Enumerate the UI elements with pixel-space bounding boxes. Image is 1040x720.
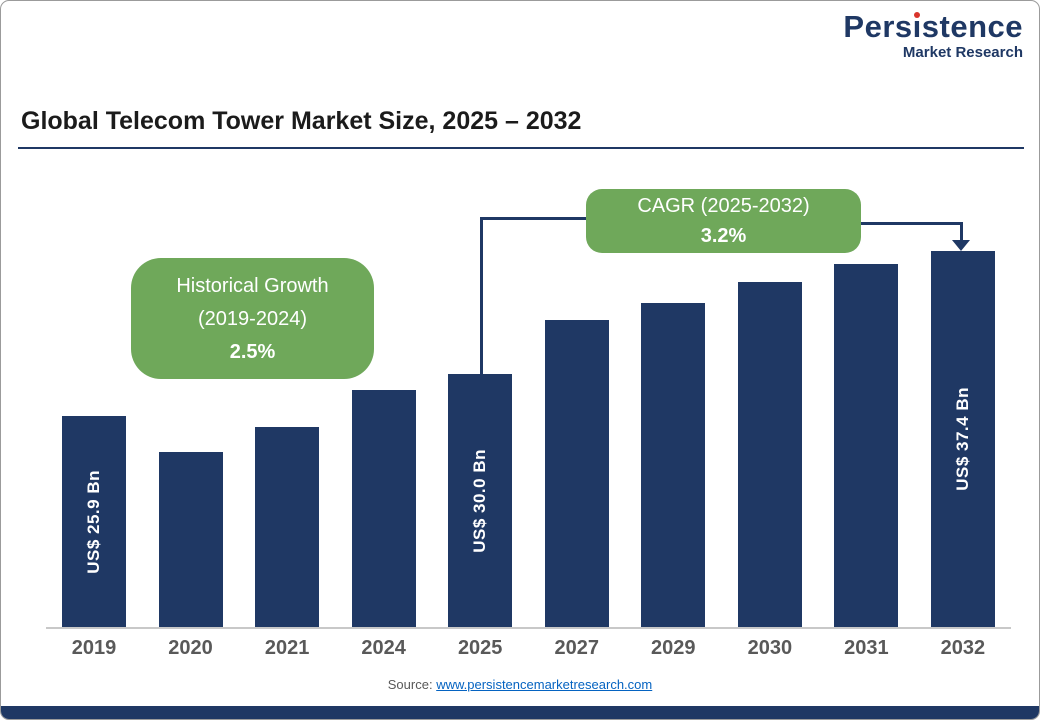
x-axis-label-2025: 2025	[457, 637, 503, 659]
source-link[interactable]: www.persistencemarketresearch.com	[436, 677, 653, 692]
bar-column-2031: 2031	[834, 251, 899, 659]
bar-value-label-2019: US$ 25.9 Bn	[84, 469, 103, 574]
bar-2019: US$ 25.9 Bn	[62, 416, 126, 627]
source-label: Source:	[387, 677, 433, 692]
cagr-connector-vertical-left	[480, 217, 483, 376]
cagr-callout: CAGR (2025-2032) 3.2%	[586, 189, 861, 253]
source-line: Source: www.persistencemarketresearch.co…	[1, 677, 1039, 692]
bar-column-2024: 2024	[351, 251, 416, 659]
x-axis-label-2029: 2029	[651, 637, 696, 659]
x-axis-label-2031: 2031	[844, 637, 889, 659]
bar-2030	[737, 282, 802, 627]
bar-2025: US$ 30.0 Bn	[448, 374, 513, 627]
bar-chart: US$ 25.9 Bn 2019 2020 2021 2024 US$ 30.0 Bn 20…	[46, 251, 1011, 659]
historical-growth-callout: Historical Growth (2019-2024) 2.5%	[131, 258, 374, 379]
bar-value-label-2025: US$ 30.0 Bn	[470, 448, 490, 553]
bar-2031	[834, 264, 899, 627]
title-divider	[18, 147, 1024, 149]
bar-2024	[351, 390, 416, 627]
cagr-arrow-down-icon	[952, 240, 970, 251]
bar-2020	[158, 452, 223, 627]
cagr-line1: CAGR (2025-2032)	[637, 194, 810, 217]
x-axis-label-2027: 2027	[554, 637, 599, 659]
x-axis-label-2024: 2024	[361, 637, 406, 659]
x-axis-label-2030: 2030	[747, 637, 793, 659]
logo-tagline: Market Research	[902, 44, 1023, 61]
x-axis-label-2032: 2032	[940, 637, 986, 659]
logo-red-dot-i: ı	[912, 9, 922, 44]
historical-growth-value: 2.5%	[229, 340, 276, 363]
logo-brand-text: Persıstence	[843, 9, 1023, 44]
historical-growth-line2: (2019-2024)	[198, 307, 307, 330]
bar-2029	[641, 303, 706, 627]
bar-column-2020: 2020	[158, 251, 223, 659]
cagr-connector-vertical-right	[960, 222, 963, 242]
bar-column-2021: 2021	[255, 251, 320, 659]
bottom-navy-bar	[1, 706, 1039, 719]
x-axis-label-2021: 2021	[264, 637, 310, 659]
persistence-market-research-logo: Persıstence Market Research	[843, 11, 1023, 60]
bar-column-2027: 2027	[544, 251, 609, 659]
bar-column-2019: US$ 25.9 Bn 2019	[62, 251, 126, 659]
bar-column-2029: 2029	[641, 251, 706, 659]
cagr-connector-horizontal-right	[861, 222, 963, 225]
cagr-connector-horizontal-left	[480, 217, 586, 220]
bar-column-2025: US$ 30.0 Bn 2025	[448, 251, 513, 659]
bar-value-label-2032: US$ 37.4 Bn	[952, 387, 972, 491]
bar-2032: US$ 37.4 Bn	[930, 251, 995, 627]
bar-column-2030: 2030	[737, 251, 802, 659]
cagr-value: 3.2%	[700, 224, 747, 247]
bar-2021	[255, 427, 320, 627]
bar-column-2032: US$ 37.4 Bn 2032	[930, 251, 995, 659]
page-title: Global Telecom Tower Market Size, 2025 –…	[21, 107, 582, 135]
historical-growth-line1: Historical Growth	[176, 274, 329, 297]
bar-2027	[544, 320, 609, 627]
x-axis-label-2019: 2019	[71, 637, 117, 659]
x-axis-label-2020: 2020	[168, 637, 213, 659]
